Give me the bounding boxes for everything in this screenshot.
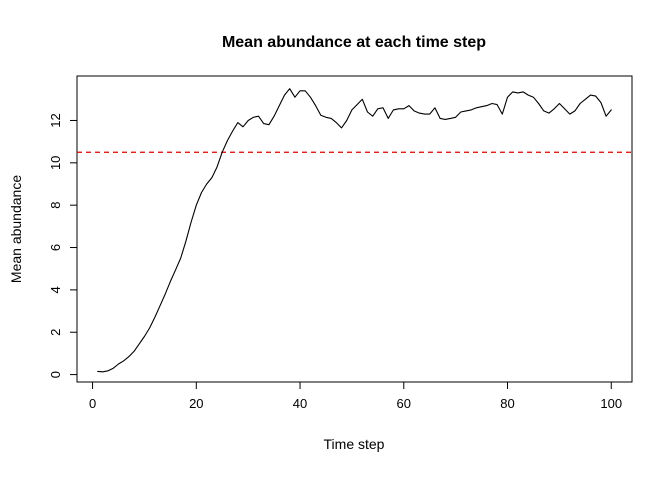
y-tick-label: 4 [48, 286, 63, 293]
x-tick-label: 0 [89, 396, 96, 411]
x-tick-label: 60 [397, 396, 411, 411]
y-axis: 0 2 4 6 8 10 12 [48, 113, 77, 378]
y-tick-label: 10 [48, 156, 63, 170]
x-tick-label: 40 [293, 396, 307, 411]
x-tick-label: 80 [500, 396, 514, 411]
x-axis: 0 20 40 60 80 100 [89, 382, 622, 411]
y-tick-label: 0 [48, 371, 63, 378]
x-tick-label: 20 [189, 396, 203, 411]
abundance-line [97, 88, 612, 373]
plot-area [76, 75, 633, 383]
y-tick-label: 2 [48, 329, 63, 336]
x-tick-label: 100 [600, 396, 622, 411]
y-tick-label: 6 [48, 244, 63, 251]
x-axis-title: Time step [324, 436, 385, 452]
y-axis-title: Mean abundance [8, 175, 24, 283]
plot-box [76, 75, 633, 383]
chart-title: Mean abundance at each time step [222, 34, 486, 51]
y-tick-label: 12 [48, 113, 63, 127]
y-tick-label: 8 [48, 202, 63, 209]
